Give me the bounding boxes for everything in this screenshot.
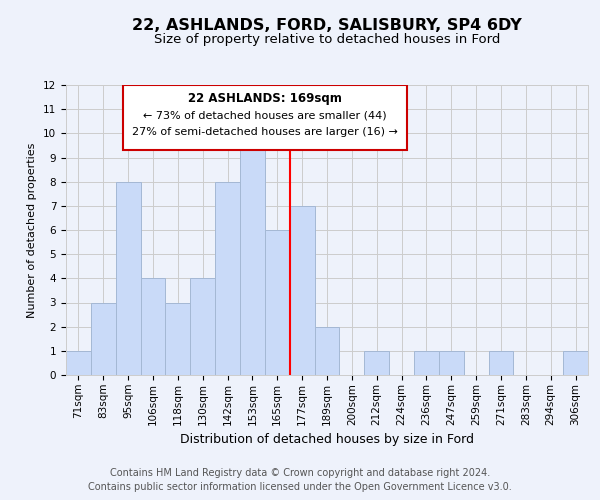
Text: 22, ASHLANDS, FORD, SALISBURY, SP4 6DY: 22, ASHLANDS, FORD, SALISBURY, SP4 6DY: [132, 18, 522, 32]
Bar: [488, 351, 514, 375]
Bar: [116, 182, 140, 375]
Text: 22 ASHLANDS: 169sqm: 22 ASHLANDS: 169sqm: [188, 92, 342, 105]
Bar: [563, 351, 588, 375]
Y-axis label: Number of detached properties: Number of detached properties: [28, 142, 37, 318]
Bar: [215, 182, 240, 375]
Bar: [140, 278, 166, 375]
Text: 27% of semi-detached houses are larger (16) →: 27% of semi-detached houses are larger (…: [132, 127, 398, 137]
Bar: [66, 351, 91, 375]
X-axis label: Distribution of detached houses by size in Ford: Distribution of detached houses by size …: [180, 433, 474, 446]
Text: Contains public sector information licensed under the Open Government Licence v3: Contains public sector information licen…: [88, 482, 512, 492]
Bar: [265, 230, 290, 375]
Text: Size of property relative to detached houses in Ford: Size of property relative to detached ho…: [154, 32, 500, 46]
Bar: [364, 351, 389, 375]
FancyBboxPatch shape: [123, 85, 407, 150]
Bar: [91, 302, 116, 375]
Bar: [166, 302, 190, 375]
Bar: [290, 206, 314, 375]
Bar: [240, 134, 265, 375]
Bar: [414, 351, 439, 375]
Bar: [439, 351, 464, 375]
Bar: [190, 278, 215, 375]
Text: ← 73% of detached houses are smaller (44): ← 73% of detached houses are smaller (44…: [143, 110, 386, 120]
Bar: [314, 326, 340, 375]
Text: Contains HM Land Registry data © Crown copyright and database right 2024.: Contains HM Land Registry data © Crown c…: [110, 468, 490, 477]
